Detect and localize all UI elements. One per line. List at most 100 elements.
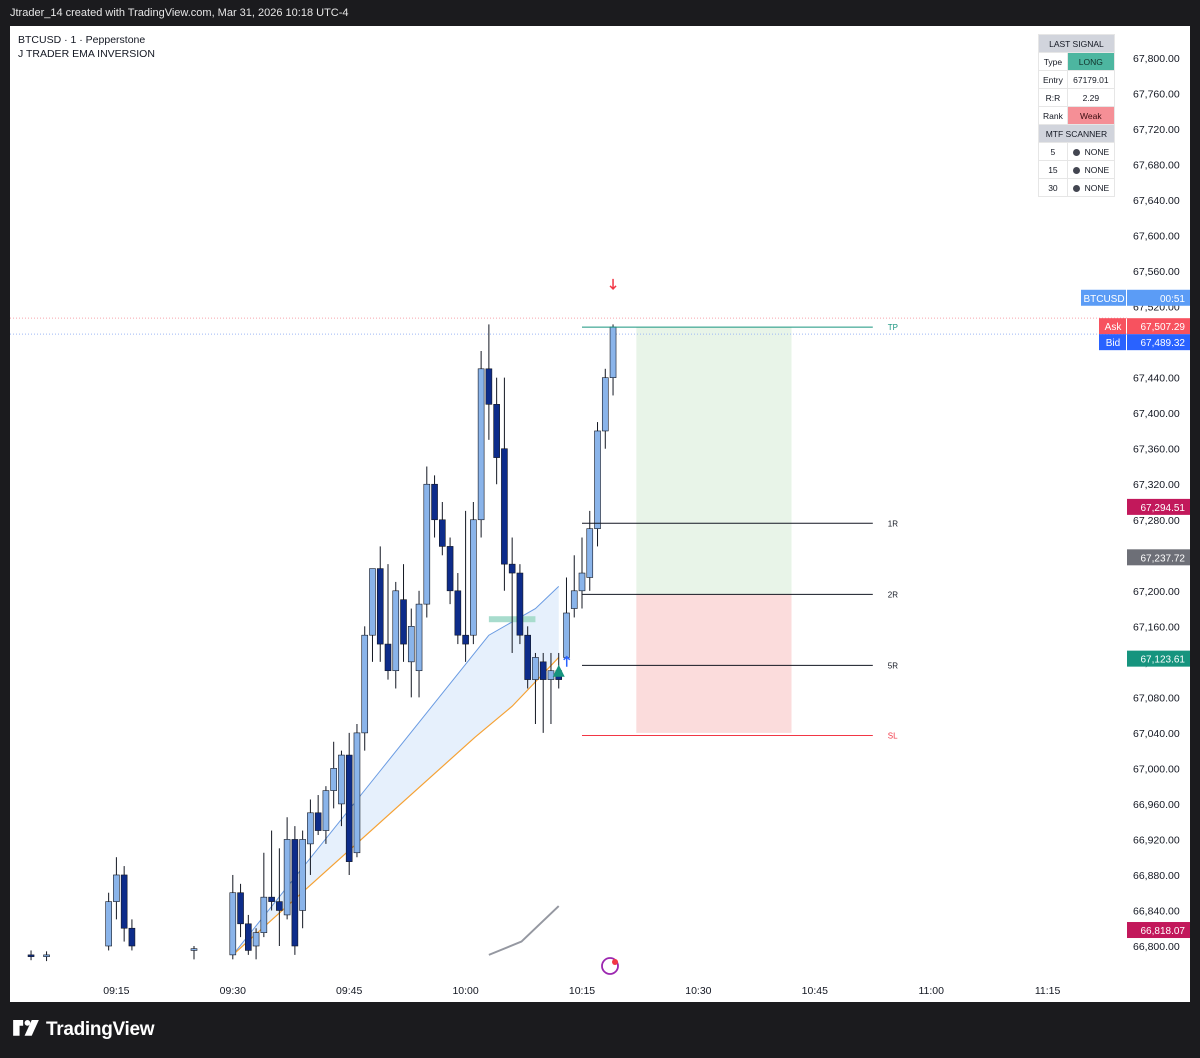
symbol-title[interactable]: BTCUSD · 1 · Pepperstone (18, 34, 146, 46)
candle (353, 732, 361, 854)
symbol-tag-bg (1081, 289, 1126, 306)
y-tick-label: 67,720.00 (1133, 124, 1180, 136)
candle (563, 612, 570, 658)
long-signal-icon (552, 664, 565, 677)
symbol-tag: BTCUSD (1083, 294, 1124, 305)
level-price-3-bg (1127, 650, 1190, 667)
level-label: 5R (888, 661, 898, 670)
y-tick-label: 66,840.00 (1133, 905, 1180, 917)
x-tick-label: 10:45 (802, 985, 828, 997)
replay-dot-icon (612, 959, 618, 965)
buy-arrow-icon (563, 655, 571, 667)
x-tick-label: 09:30 (220, 985, 246, 997)
candle (43, 954, 50, 957)
rank-label: Rank (1038, 106, 1068, 125)
tradingview-logo[interactable]: TradingView (12, 1019, 155, 1041)
signal-table: LAST SIGNAL Type LONG Entry 67179.01 R:R 2.… (1038, 34, 1115, 197)
candle (516, 572, 524, 636)
candle (493, 404, 500, 458)
watermark-text: Jtrader_14 created with TradingView.com,… (10, 7, 349, 19)
candle (330, 768, 337, 791)
scanner-tf: 5 (1038, 142, 1068, 161)
scanner-status-text: NONE (1084, 164, 1110, 175)
gray-curve (488, 905, 560, 956)
candle (594, 430, 601, 529)
entry-value: 67179.01 (1066, 70, 1115, 89)
scanner-tf: 30 (1038, 178, 1068, 197)
ask-label: 67,507.29 (1141, 322, 1186, 333)
signal-title: LAST SIGNAL (1038, 34, 1115, 53)
candle (128, 927, 136, 947)
x-tick-label: 10:00 (452, 985, 478, 997)
bid-label-tag-bg (1099, 334, 1126, 351)
candle (299, 839, 306, 911)
candle (105, 901, 112, 947)
price-chart[interactable]: TP 1R 2R 5R SL 66,800.00 66,840.00 66,880.00 66,… (10, 26, 1190, 1002)
candle (431, 483, 438, 521)
y-tick-label: 67,000.00 (1133, 763, 1180, 775)
scanner-status-text: NONE (1084, 182, 1110, 193)
y-tick-label: 67,200.00 (1133, 586, 1180, 598)
candle (338, 754, 345, 805)
level-price-1: 67,294.51 (1141, 503, 1186, 514)
level-label: 2R (888, 590, 898, 599)
y-tick-label: 67,280.00 (1133, 515, 1180, 527)
stop-zone (636, 594, 792, 733)
target-zone (636, 327, 792, 595)
level-price-4-bg (1127, 922, 1190, 939)
type-label: Type (1038, 52, 1068, 71)
candle (345, 754, 353, 862)
candle (276, 901, 283, 911)
y-tick-label: 67,160.00 (1133, 621, 1180, 633)
ask-label-tag-bg (1099, 318, 1126, 335)
candle (470, 519, 477, 636)
ema-band (232, 586, 559, 955)
candle (524, 634, 531, 680)
status-dot-icon (1072, 184, 1080, 192)
candle (229, 892, 237, 956)
candle (252, 932, 260, 947)
candle (501, 448, 508, 565)
candle (384, 643, 392, 672)
candle (477, 368, 485, 521)
chart-area[interactable]: TP 1R 2R 5R SL 66,800.00 66,840.00 66,880.00 66,… (10, 26, 1190, 1002)
x-tick-label: 10:30 (685, 985, 711, 997)
symbol-legend: BTCUSD · 1 · Pepperstone J TRADER EMA IN… (18, 33, 155, 61)
level-label: SL (888, 732, 898, 741)
y-tick-label: 67,360.00 (1133, 444, 1180, 456)
y-tick-label: 67,760.00 (1133, 89, 1180, 101)
ask-label-bg (1127, 318, 1190, 335)
level-label: 1R (888, 519, 898, 528)
y-tick-label: 67,440.00 (1133, 373, 1180, 385)
scanner-title: MTF SCANNER (1038, 124, 1115, 143)
candle (120, 874, 128, 929)
status-dot-icon (1072, 166, 1080, 174)
candle (508, 563, 516, 574)
candle (314, 812, 322, 831)
candle (283, 839, 291, 916)
y-tick-label: 66,960.00 (1133, 799, 1180, 811)
scanner-status-text: NONE (1084, 146, 1110, 157)
x-tick-label: 11:15 (1035, 985, 1061, 997)
level-price-2: 67,237.72 (1141, 553, 1186, 564)
indicator-title[interactable]: J TRADER EMA INVERSION (18, 48, 155, 60)
candle (392, 590, 400, 672)
level-price-1-bg (1127, 498, 1190, 515)
y-tick-label: 67,600.00 (1133, 231, 1180, 243)
tradingview-logo-icon (13, 1020, 39, 1036)
level-price-2-bg (1127, 549, 1190, 566)
candle (586, 528, 594, 578)
candle (415, 603, 423, 672)
candle (570, 590, 578, 609)
sell-arrow-icon (609, 278, 617, 290)
candle (423, 483, 431, 605)
y-tick-label: 67,080.00 (1133, 692, 1180, 704)
y-tick-label: 67,400.00 (1133, 408, 1180, 420)
candle (454, 590, 462, 636)
y-tick-label: 67,800.00 (1133, 53, 1180, 65)
y-tick-label: 66,880.00 (1133, 870, 1180, 882)
candle (190, 948, 198, 951)
y-tick-label: 66,800.00 (1133, 941, 1180, 953)
y-tick-label: 67,680.00 (1133, 160, 1180, 172)
candle (532, 657, 539, 680)
